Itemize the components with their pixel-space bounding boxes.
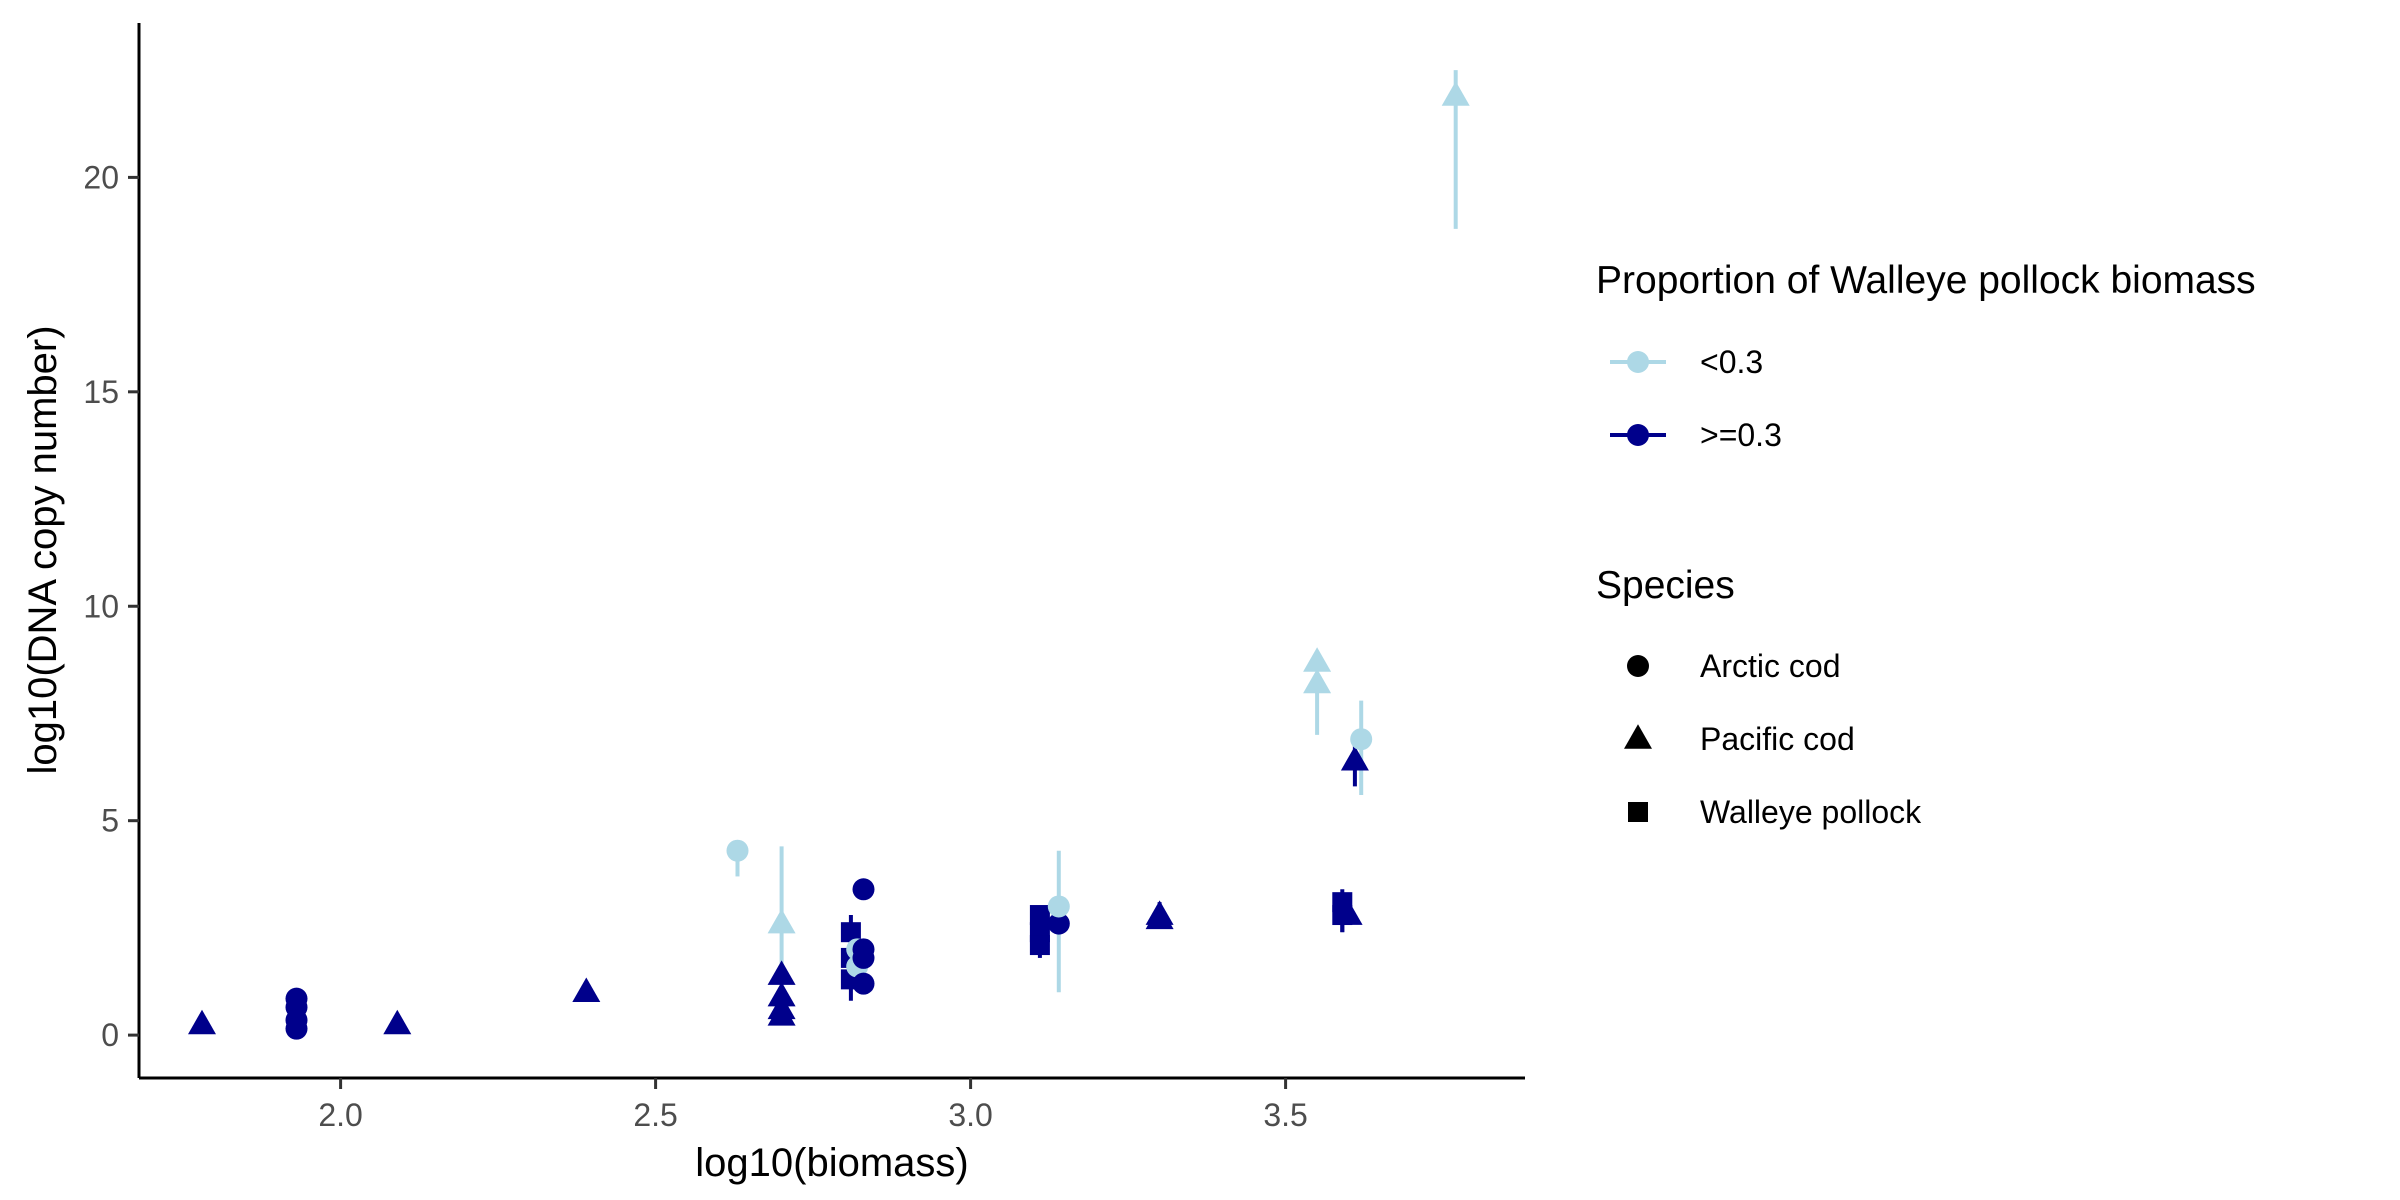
x-tick-label: 3.0 [948,1097,992,1133]
x-tick-label: 2.0 [318,1097,362,1133]
data-point [840,922,861,943]
data-point [572,977,601,1003]
data-point [767,981,796,1007]
data-point [1047,912,1070,935]
shape-legend-items: Arctic cod Pacific cod Walleye pollock [1624,648,1922,830]
data-point [1047,895,1070,918]
color-legend-items: <0.3 >=0.3 [1610,344,1782,453]
legend-label: <0.3 [1700,344,1763,380]
color-legend-title: Proportion of Walleye pollock biomass [1596,259,2256,302]
plot-area [188,70,1470,1040]
legend-key-shape [1624,724,1652,749]
data-point [1350,728,1373,751]
shape-legend-entry: Arctic cod [1627,648,1840,684]
x-ticks: 2.0 2.5 3.0 3.5 [318,1078,1308,1133]
legend-label: >=0.3 [1700,417,1782,453]
data-point [1029,905,1050,926]
legend-key-point [1627,351,1649,373]
x-tick-label: 3.5 [1263,1097,1307,1133]
data-points [188,81,1470,1040]
data-point [852,972,875,995]
data-point [285,1017,308,1040]
color-legend-entry: >=0.3 [1610,417,1782,453]
legend-key-shape [1628,802,1648,822]
y-tick-label: 20 [83,159,119,195]
data-point [767,960,796,985]
legend-key-point [1627,424,1649,446]
data-point [726,839,749,862]
legend-key-shape [1627,655,1649,677]
data-point [1334,900,1363,925]
shape-legend-entry: Walleye pollock [1628,794,1922,830]
y-axis-label: log10(DNA copy number) [21,325,65,774]
data-point [383,1009,412,1035]
data-point [188,1009,216,1035]
shape-legend-entry: Pacific cod [1624,721,1855,757]
legend-label: Walleye pollock [1700,794,1922,830]
axes: 2.0 2.5 3.0 3.5 0 5 10 15 20 log10(biomass) log… [21,23,1525,1185]
legend-label: Arctic cod [1700,648,1840,684]
y-tick-label: 10 [83,588,119,624]
error-bars [200,70,1458,1031]
legend-label: Pacific cod [1700,721,1855,757]
data-point [1303,647,1332,672]
x-tick-label: 2.5 [633,1097,677,1133]
data-point [1303,668,1332,694]
data-point [1145,904,1174,930]
data-point [767,908,796,934]
y-tick-label: 15 [83,374,119,410]
data-point [767,1001,796,1026]
data-point [1029,935,1050,956]
data-point [852,878,875,901]
data-point [852,946,875,969]
shape-legend-title: Species [1596,564,1735,607]
y-tick-label: 0 [101,1017,119,1053]
color-legend-entry: <0.3 [1610,344,1763,380]
x-axis-label: log10(biomass) [695,1141,968,1185]
data-point [1340,745,1369,771]
y-tick-label: 5 [101,803,119,839]
data-point [1441,81,1470,106]
legend: Proportion of Walleye pollock biomass <0… [1596,259,2256,830]
y-ticks: 0 5 10 15 20 [83,159,139,1053]
